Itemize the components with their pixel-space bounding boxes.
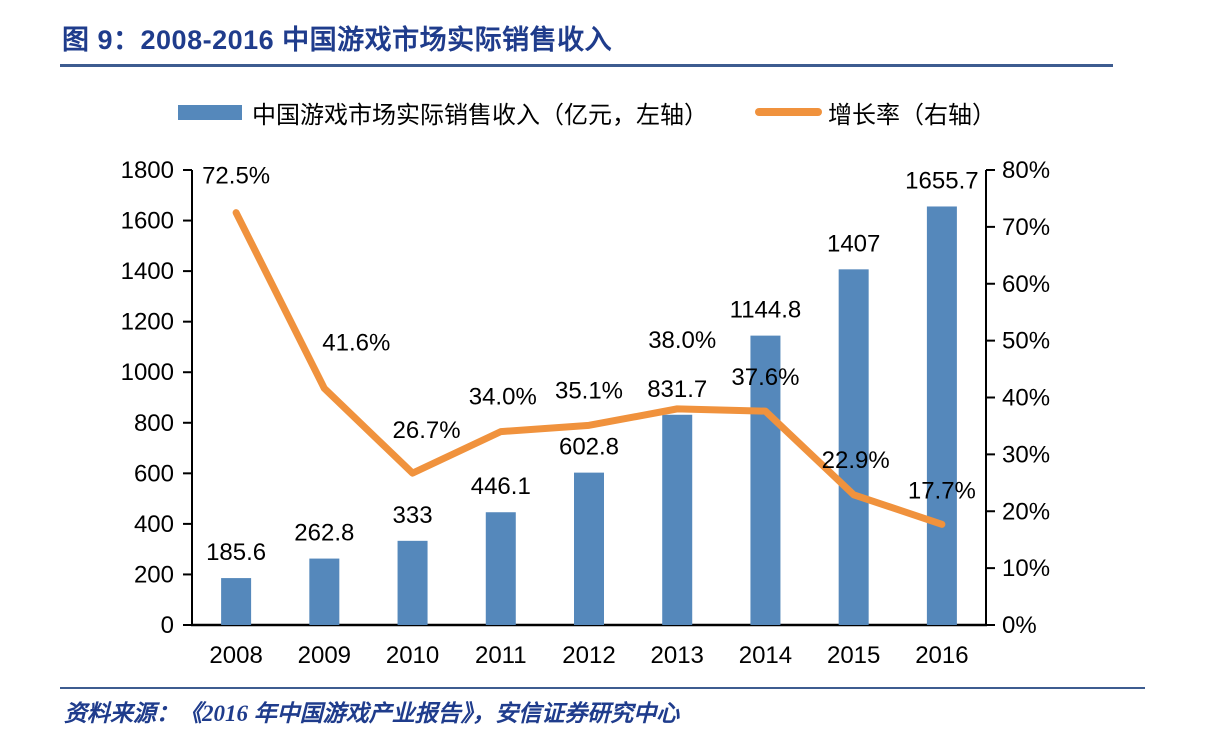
- growth-value-label: 22.9%: [822, 447, 890, 474]
- left-axis-tick-label: 400: [134, 511, 174, 538]
- growth-value-label: 38.0%: [648, 327, 716, 354]
- growth-value-label: 35.1%: [555, 377, 623, 404]
- x-axis-label: 2012: [562, 642, 615, 669]
- bar-value-label: 831.7: [647, 376, 707, 403]
- growth-value-label: 34.0%: [469, 384, 537, 411]
- legend-item-revenue: 中国游戏市场实际销售收入（亿元，左轴）: [178, 96, 708, 129]
- revenue-bar: [838, 269, 869, 625]
- growth-line: [232, 209, 946, 528]
- revenue-bar: [485, 512, 516, 625]
- revenue-bar: [750, 335, 781, 625]
- bar-value-label: 333: [393, 502, 433, 529]
- bar-value-label: 1407: [827, 230, 880, 257]
- growth-value-label: 17.7%: [908, 477, 976, 504]
- growth-value-label: 41.6%: [322, 329, 390, 356]
- revenue-bar: [397, 540, 428, 625]
- right-axis-tick-label: 70%: [1002, 214, 1050, 241]
- x-axis-label: 2010: [386, 642, 439, 669]
- left-axis-tick-label: 200: [134, 561, 174, 588]
- revenue-bar: [574, 472, 604, 625]
- right-axis-tick-label: 30%: [1002, 441, 1050, 468]
- x-axis-label: 2009: [298, 642, 351, 669]
- right-axis-tick-label: 20%: [1002, 498, 1050, 525]
- revenue-bar: [309, 558, 340, 625]
- right-axis-tick-label: 50%: [1002, 328, 1050, 355]
- line-swatch-icon: [755, 108, 822, 116]
- left-axis-tick-label: 600: [134, 460, 174, 487]
- legend-item-growth: 增长率（右轴）: [755, 96, 996, 129]
- revenue-bar: [662, 414, 693, 625]
- bar-value-label: 1655.7: [905, 167, 978, 194]
- x-axis-label: 2011: [475, 642, 527, 669]
- left-axis-tick-label: 1400: [121, 258, 174, 285]
- growth-value-label: 26.7%: [393, 417, 461, 444]
- right-axis-tick-label: 0%: [1002, 612, 1037, 639]
- revenue-bar: [926, 206, 957, 625]
- chart-legend: 中国游戏市场实际销售收入（亿元，左轴） 增长率（右轴）: [0, 96, 1206, 129]
- bar-swatch-icon: [178, 104, 242, 120]
- x-axis-label: 2016: [915, 642, 968, 669]
- x-axis-label: 2014: [739, 642, 792, 669]
- x-axis-label: 2015: [827, 642, 880, 669]
- legend-revenue-label: 中国游戏市场实际销售收入（亿元，左轴）: [252, 101, 708, 129]
- figure-title: 图 9：2008-2016 中国游戏市场实际销售收入: [62, 25, 613, 55]
- left-axis-tick-label: 1200: [121, 309, 174, 336]
- left-axis-tick-label: 0: [161, 612, 174, 639]
- legend-growth-label: 增长率（右轴）: [828, 101, 996, 129]
- growth-value-label: 37.6%: [731, 364, 799, 391]
- bar-value-label: 1144.8: [730, 297, 802, 324]
- bar-value-label: 185.6: [206, 539, 266, 566]
- right-axis-tick-label: 60%: [1002, 271, 1050, 298]
- x-axis-label: 2008: [209, 642, 262, 669]
- footer-divider: [60, 687, 1145, 689]
- bar-value-label: 446.1: [471, 473, 531, 500]
- right-axis-tick-label: 40%: [1002, 385, 1050, 412]
- source-note: 资料来源：《2016 年中国游戏产业报告》，安信证券研究中心: [64, 701, 680, 726]
- bar-value-label: 602.8: [559, 434, 619, 461]
- revenue-bar: [221, 578, 252, 625]
- growth-value-label: 72.5%: [202, 163, 270, 190]
- left-axis-tick-label: 800: [134, 410, 174, 437]
- title-divider: [60, 64, 1113, 67]
- left-axis-tick-label: 1800: [121, 157, 174, 184]
- left-axis-tick-label: 1000: [121, 359, 174, 386]
- x-axis-label: 2013: [651, 642, 704, 669]
- right-axis-tick-label: 10%: [1002, 555, 1050, 582]
- bar-value-label: 262.8: [294, 520, 354, 547]
- right-axis-tick-label: 80%: [1002, 157, 1050, 184]
- left-axis-tick-label: 1600: [121, 208, 174, 235]
